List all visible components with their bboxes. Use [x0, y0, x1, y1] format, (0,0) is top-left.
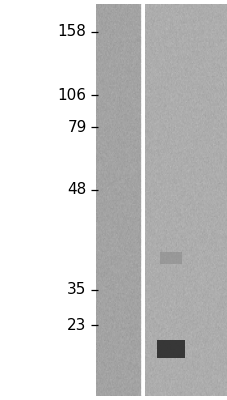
- Bar: [157, 340, 184, 358]
- Text: 23: 23: [67, 318, 86, 332]
- Bar: [95, 4, 141, 396]
- Bar: [141, 4, 144, 396]
- Text: 158: 158: [57, 24, 86, 40]
- Text: 106: 106: [57, 88, 86, 102]
- Text: 48: 48: [67, 182, 86, 198]
- Bar: [159, 252, 182, 264]
- Text: 79: 79: [67, 120, 86, 134]
- Text: 35: 35: [67, 282, 86, 298]
- Bar: [144, 4, 227, 396]
